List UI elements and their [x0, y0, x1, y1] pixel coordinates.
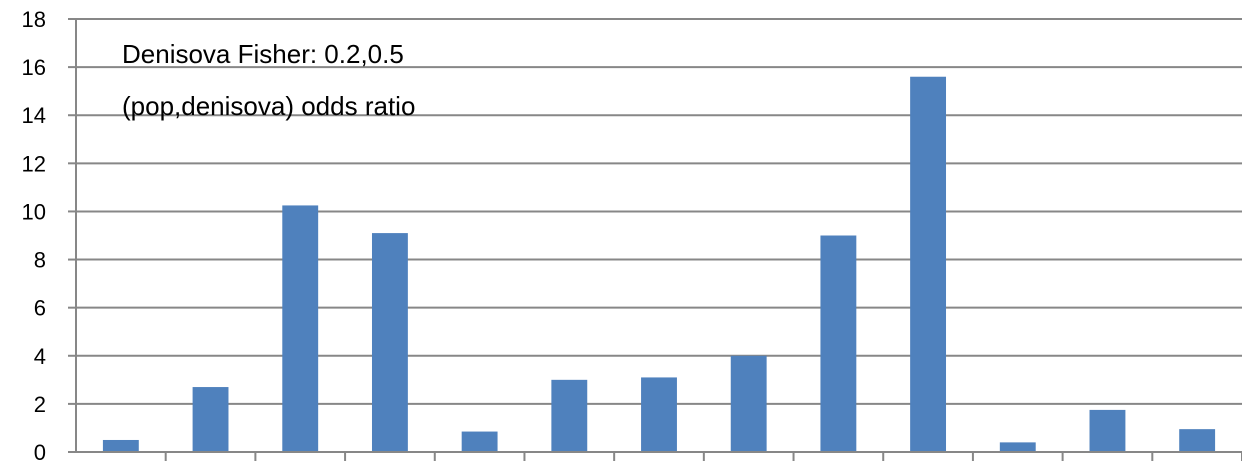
- y-tick-label: 8: [34, 248, 46, 273]
- gridlines: [76, 18, 1242, 405]
- bar: [820, 235, 857, 452]
- y-tick-label: 4: [34, 344, 46, 369]
- bar: [641, 377, 677, 452]
- bar: [551, 379, 588, 452]
- y-tick-label: 0: [34, 440, 46, 465]
- y-tick-label: 10: [22, 199, 46, 224]
- bar: [910, 76, 947, 452]
- bar: [1179, 429, 1216, 452]
- y-tick-label: 14: [22, 103, 46, 128]
- y-tick-labels: 0 2 4 6 8 10 12 14 16 18: [22, 7, 46, 465]
- chart-title: Denisova Fisher: 0.2,0.5 (pop,denisova) …: [122, 39, 415, 121]
- bars: [102, 76, 1216, 452]
- y-tick-label: 6: [34, 296, 46, 321]
- bar: [192, 387, 229, 452]
- y-tick-label: 12: [22, 151, 46, 176]
- y-tick-label: 16: [22, 55, 46, 80]
- bar: [1089, 409, 1126, 452]
- axes: [68, 18, 1242, 461]
- title-line-1: Denisova Fisher: 0.2,0.5: [122, 39, 404, 69]
- bar: [102, 439, 139, 452]
- bar: [999, 442, 1036, 452]
- bar: [461, 431, 498, 452]
- y-tick-label: 2: [34, 392, 46, 417]
- bar: [282, 205, 319, 452]
- bar: [371, 233, 408, 452]
- title-line-2: (pop,denisova) odds ratio: [122, 91, 415, 121]
- bar: [730, 355, 767, 452]
- y-tick-label: 18: [22, 7, 46, 32]
